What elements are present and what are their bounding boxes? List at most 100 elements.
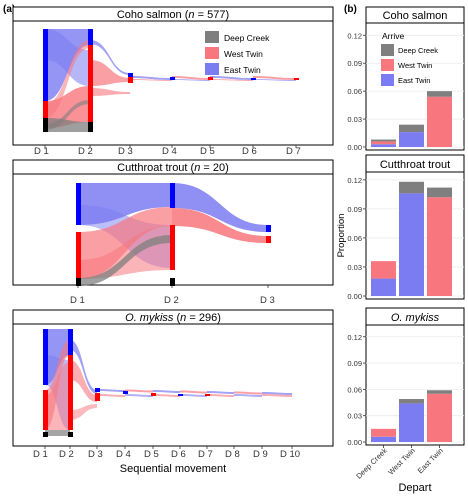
node-d1-west [43, 101, 48, 118]
x-tick-label: East Twin [416, 446, 445, 475]
sankey-title-name: Coho salmon [117, 9, 182, 21]
bar-segment [399, 193, 424, 296]
sankey-step-label: D 8 [225, 449, 240, 460]
flow-d2-d3-w2 [70, 404, 97, 420]
node-d2-deep [170, 278, 175, 286]
sankey-step-label: D 3 [118, 146, 133, 157]
y-tick-label: 0.00 [347, 143, 362, 152]
x-axis-label: Sequential movement [120, 463, 226, 475]
bar-segment [371, 261, 396, 279]
bar-title: Coho salmon [383, 10, 448, 22]
flow-deep-west [78, 235, 172, 286]
node-d1-east [43, 329, 48, 385]
y-tick-label: 0.03 [347, 412, 362, 421]
bar-panel-5: O. mykiss 0.00 0.03 0.06 0.09 0.12 Deep CreekW… [347, 307, 465, 494]
bar-title: Cutthroat trout [380, 159, 450, 171]
flow-chain [153, 390, 180, 393]
node-d7 [205, 394, 210, 396]
sankey-step-label: D 2 [78, 146, 93, 157]
node-d3-east [266, 225, 271, 232]
x-tick-label: West Twin [386, 446, 417, 477]
sankey-step-label: D 4 [162, 146, 177, 157]
node-d3-west [266, 236, 271, 243]
sankey-title: Cutthroat trout (n = 20) [117, 162, 229, 174]
y-tick-label: 0.09 [347, 359, 362, 368]
sankey-title-name: Cutthroat trout [117, 162, 187, 174]
sankey-step-label: D 1 [33, 449, 48, 460]
sankey-n-prefix: ( [188, 162, 195, 174]
panel-a-label: (a) [3, 4, 15, 15]
bar-segment [399, 124, 424, 133]
legend-label: Deep Creek [224, 33, 270, 43]
flow-chain [234, 394, 262, 397]
bar-segment [427, 390, 452, 394]
flow-d2-d3-e [70, 340, 97, 394]
node-d4 [170, 77, 175, 80]
node-d2-east [170, 183, 175, 208]
sankey-n-symbol: n [188, 9, 194, 21]
flow-d2-d3-w [90, 60, 130, 86]
mykiss-flows: Sequential movement [43, 329, 292, 475]
node-d2-deep [68, 432, 73, 437]
bar-segment [399, 399, 424, 404]
bar-segment [371, 436, 396, 442]
sankey-n-symbol: n [180, 312, 186, 324]
flow-west-west [78, 226, 172, 279]
sankey-n-suffix: ) [225, 162, 229, 174]
flow-chain [125, 389, 153, 393]
sankey-n-suffix: ) [217, 312, 221, 324]
bar-segment [399, 132, 424, 147]
node-d3-east [128, 73, 133, 77]
legend-swatch [205, 31, 219, 43]
sankey-step-label: D 10 [280, 449, 300, 460]
node-d6 [178, 394, 183, 396]
y-tick-label: 0.03 [347, 115, 362, 124]
y-tick-label: 0.00 [347, 438, 362, 447]
flow-chain [262, 392, 292, 395]
sankey-title-name: O. mykiss [125, 312, 174, 324]
sankey-n-prefix: ( [182, 9, 189, 21]
node-d2-west [88, 45, 93, 122]
sankey-n-value: 577 [207, 9, 225, 21]
node-d1-deep [76, 278, 81, 286]
node-d2-deep [88, 122, 93, 132]
node-d1-deep [43, 118, 48, 132]
legend-label: East Twin [398, 76, 430, 85]
sankey-step-label: D 1 [34, 146, 49, 157]
sankey-n-eq: = [200, 162, 213, 174]
flow-chain [210, 79, 253, 81]
flow-chain [125, 394, 153, 397]
bar-segment [427, 96, 452, 147]
legend-swatch [381, 74, 394, 86]
sankey-step-label: D 3 [88, 449, 103, 460]
node-d3-west [128, 77, 133, 83]
node-d7 [294, 78, 299, 80]
sankey-step-label: D 1 [70, 295, 85, 306]
flow-chain [253, 76, 296, 80]
legend: Deep Creek West Twin East Twin [205, 31, 270, 75]
bar-segment [371, 278, 396, 296]
y-tick-label: 0.12 [347, 176, 362, 185]
legend-label: West Twin [224, 49, 263, 59]
bar-segment [427, 197, 452, 296]
flow-chain [207, 391, 234, 394]
legend-swatch [205, 47, 219, 59]
sankey-step-label: D 5 [200, 146, 215, 157]
legend-label: Deep Creek [398, 46, 438, 55]
y-tick-label: 0.12 [347, 333, 362, 342]
flow-d2-d3-east [172, 183, 268, 232]
x-tick-label: Deep Creek [354, 446, 389, 481]
flow-east-west [45, 29, 90, 86]
flow-chain [180, 394, 207, 397]
flow-d2-d3-west [172, 208, 268, 243]
y-tick-label: 0.00 [347, 292, 362, 301]
node-d4 [123, 391, 128, 394]
node-d2-east [68, 329, 73, 355]
coho-flows: Deep Creek West Twin East Twin [43, 29, 299, 132]
node-d1-deep [43, 432, 48, 437]
bar-segment [427, 393, 452, 442]
flow-chain [253, 79, 296, 81]
bar-segment [371, 428, 396, 437]
legend-swatch [205, 63, 219, 75]
bar-title: O. mykiss [391, 312, 440, 324]
